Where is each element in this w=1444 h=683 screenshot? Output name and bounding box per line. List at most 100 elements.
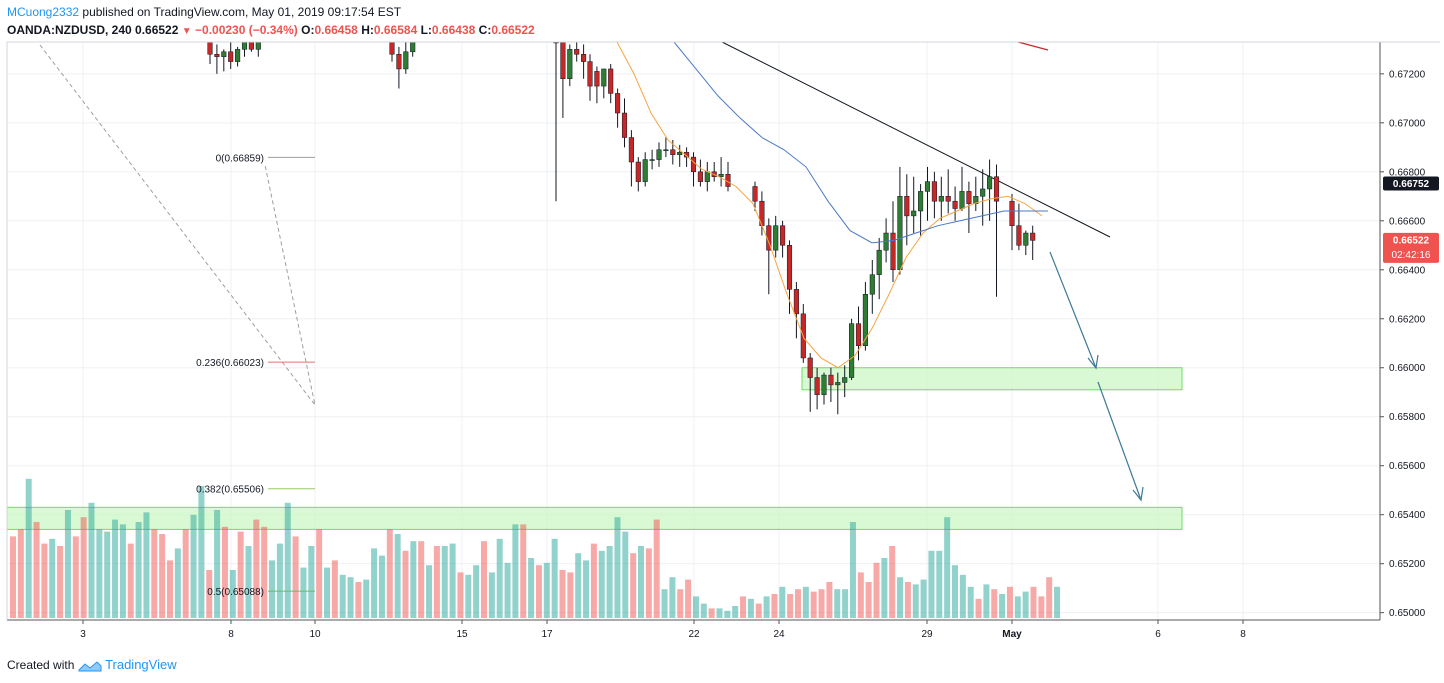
candle[interactable] [615, 88, 621, 128]
volume-bar [520, 524, 527, 618]
time-axis[interactable]: 3 8 10 15 17 22 24 29 May 6 8 [80, 620, 1246, 640]
candle[interactable] [649, 149, 655, 170]
candle[interactable] [396, 46, 402, 89]
candle[interactable] [766, 218, 772, 295]
candle[interactable] [241, 41, 248, 57]
volume-bar [182, 529, 189, 618]
candle[interactable] [952, 186, 958, 221]
candle[interactable] [711, 162, 717, 182]
tradingview-brand-link[interactable]: TradingView [105, 657, 177, 672]
candle[interactable] [786, 240, 793, 314]
candle[interactable] [773, 215, 779, 258]
candle[interactable] [849, 318, 855, 380]
candle[interactable] [587, 54, 593, 101]
candle[interactable] [656, 142, 662, 167]
volume-bar [64, 510, 71, 618]
candle[interactable] [1030, 225, 1036, 260]
candle[interactable] [1023, 230, 1029, 256]
candle[interactable] [553, 41, 559, 202]
candle[interactable] [214, 44, 220, 74]
candle[interactable] [560, 41, 566, 118]
candle[interactable] [581, 44, 587, 79]
candle[interactable] [897, 166, 903, 275]
candle[interactable] [862, 282, 868, 351]
volume-bars [10, 478, 1061, 618]
candle-body [587, 61, 593, 87]
author-link[interactable]: MCuong2332 [7, 5, 80, 19]
candle[interactable] [993, 164, 1000, 297]
candle[interactable] [704, 162, 710, 192]
candle[interactable] [973, 176, 979, 211]
candle[interactable] [608, 64, 614, 104]
price-tick-label: 0.66600 [1389, 216, 1426, 227]
candle[interactable] [966, 181, 972, 234]
candle[interactable] [780, 220, 786, 258]
candle[interactable] [814, 367, 820, 410]
candle[interactable] [890, 201, 896, 283]
candle[interactable] [855, 306, 862, 361]
candle[interactable] [248, 41, 254, 52]
candle[interactable] [642, 152, 648, 187]
candle[interactable] [835, 372, 841, 415]
volume-bar [543, 562, 550, 618]
candle[interactable] [235, 46, 241, 67]
candle[interactable] [628, 130, 634, 187]
candle-body [849, 323, 855, 378]
candle[interactable] [924, 166, 931, 221]
candle[interactable] [594, 66, 600, 104]
symbol-name[interactable]: OANDA:NZDUSD, 240 [7, 23, 132, 37]
candle[interactable] [410, 41, 416, 57]
candle[interactable] [904, 174, 910, 246]
projection-arrow-1[interactable] [1049, 251, 1097, 369]
candle[interactable] [987, 159, 993, 221]
downtrend-line[interactable] [721, 41, 1111, 238]
candle[interactable] [876, 237, 882, 300]
candle[interactable] [959, 166, 965, 211]
candle[interactable] [918, 184, 924, 236]
candle[interactable] [883, 218, 889, 263]
candle[interactable] [911, 176, 917, 234]
candle[interactable] [821, 372, 827, 405]
time-tick-label: 8 [1240, 629, 1246, 640]
candle[interactable] [663, 137, 669, 158]
candle[interactable] [635, 157, 641, 192]
candle-body [560, 41, 566, 79]
volume-bar [339, 574, 346, 618]
candle[interactable] [389, 41, 395, 62]
projection-arrow-2[interactable] [1097, 381, 1142, 501]
candle[interactable] [869, 259, 875, 314]
candle[interactable] [793, 282, 799, 339]
candle[interactable] [221, 49, 227, 72]
price-axis[interactable]: 0.67200 0.67000 0.66800 0.66600 0.66400 0.662… [1380, 69, 1426, 619]
candle[interactable] [690, 152, 697, 187]
price-tick-label: 0.65000 [1389, 608, 1426, 619]
candle[interactable] [677, 144, 683, 167]
candle[interactable] [931, 171, 937, 219]
candle[interactable] [403, 42, 409, 74]
candle-body [952, 200, 958, 209]
candle[interactable] [228, 42, 234, 69]
candle[interactable] [1009, 193, 1015, 251]
candle[interactable] [601, 68, 607, 99]
support-zone-upper[interactable] [801, 367, 1183, 391]
candle[interactable] [255, 41, 261, 57]
candle[interactable] [574, 42, 580, 62]
support-zone-lower[interactable] [6, 506, 1183, 530]
candle[interactable] [980, 169, 986, 226]
candle[interactable] [938, 176, 944, 221]
candle[interactable] [842, 365, 848, 398]
candle[interactable] [807, 353, 813, 412]
candle-body [670, 149, 676, 155]
candle[interactable] [718, 157, 724, 187]
candle[interactable] [621, 98, 628, 148]
candle[interactable] [752, 181, 758, 211]
candle-body [601, 68, 607, 87]
volume-bar [410, 541, 417, 618]
candle[interactable] [207, 41, 213, 65]
candle[interactable] [945, 169, 951, 214]
candle[interactable] [725, 162, 731, 192]
candle[interactable] [697, 159, 703, 187]
candle[interactable] [567, 44, 573, 87]
candle[interactable] [828, 367, 834, 403]
